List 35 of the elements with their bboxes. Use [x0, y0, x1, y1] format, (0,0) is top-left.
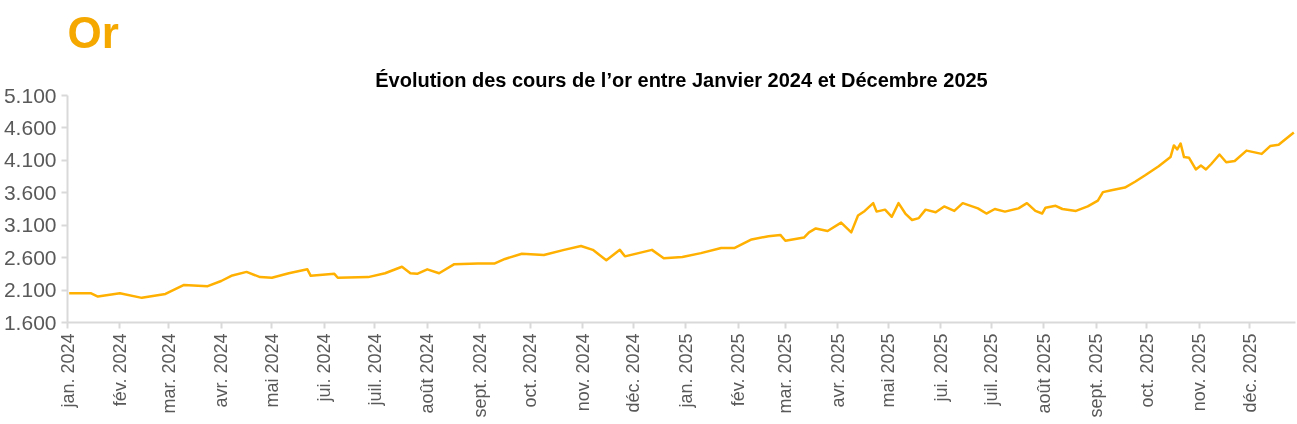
x-tick-label: août 2024 — [417, 333, 438, 414]
y-tick-label: 1.600 — [3, 310, 57, 334]
x-tick-label: déc. 2025 — [1239, 333, 1260, 413]
text: Or — [67, 7, 119, 57]
x-tick-label: avr. 2024 — [211, 333, 232, 408]
x-tick-label: juil. 2025 — [981, 333, 1002, 407]
x-tick-label: jui. 2024 — [314, 333, 335, 403]
y-tick-label: 2.100 — [3, 278, 57, 302]
chart-title: Évolution des cours de l’or entre Janvier 2024 et Décembre 2025 — [375, 68, 988, 91]
x-tick-label: mai 2024 — [261, 333, 282, 408]
x-tick-label: mai 2025 — [878, 333, 899, 408]
x-tick-label: oct. 2024 — [520, 333, 541, 408]
x-tick-label: nov. 2025 — [1189, 333, 1210, 412]
x-tick-label: fév. 2024 — [109, 333, 130, 407]
x-tick-label: août 2025 — [1033, 333, 1054, 414]
y-tick-label: 2.600 — [3, 245, 57, 269]
x-tick-label: déc. 2024 — [623, 333, 644, 413]
x-tick-label: jan. 2024 — [57, 333, 78, 409]
x-tick-label: oct. 2025 — [1136, 333, 1157, 408]
x-tick-label: mar. 2024 — [158, 333, 179, 414]
x-tick-label: mar. 2025 — [775, 333, 796, 414]
x-tick-label: sept. 2024 — [469, 333, 490, 418]
x-tick-label: jui. 2025 — [930, 333, 951, 403]
y-tick-label: 4.100 — [3, 148, 57, 172]
y-tick-label: 5.100 — [3, 83, 57, 107]
x-tick-label: nov. 2024 — [572, 333, 593, 412]
x-tick-label: juil. 2024 — [364, 333, 385, 407]
y-tick-label: 3.600 — [3, 180, 57, 204]
x-tick-label: sept. 2025 — [1086, 333, 1107, 418]
line-series — [67, 131, 1296, 300]
x-tick-label: avr. 2025 — [827, 333, 848, 408]
x-tick-label: jan. 2025 — [675, 333, 696, 409]
y-tick-label: 4.600 — [3, 115, 57, 139]
y-tick-label: 3.100 — [3, 213, 57, 237]
x-tick-label: fév. 2025 — [728, 333, 749, 407]
